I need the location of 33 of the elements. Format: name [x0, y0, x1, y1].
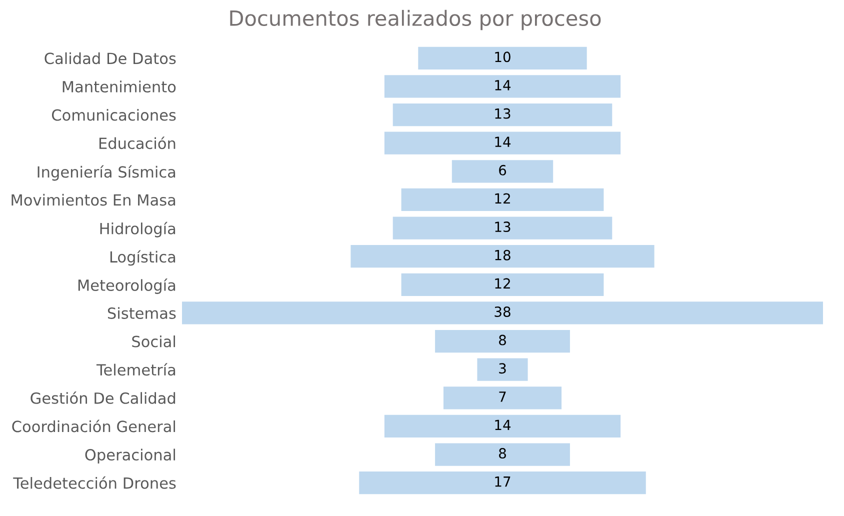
category-label: Sistemas — [108, 307, 176, 319]
text: Documentos realizados por proceso — [230, 10, 601, 30]
category-label: Coordinación General — [12, 420, 176, 432]
category-label: Educación — [99, 136, 176, 150]
category-label: Teledetección Drones — [13, 476, 176, 489]
data-label: 14 — [495, 80, 511, 90]
data-label: 17 — [495, 476, 510, 487]
data-label: 14 — [495, 136, 511, 147]
data-label: 38 — [494, 306, 510, 317]
data-label: 8 — [499, 448, 506, 459]
category-label: Social — [132, 335, 176, 348]
category-label: Hidrología — [100, 222, 176, 238]
data-label: 12 — [495, 278, 510, 288]
category-label: Mantenimiento — [62, 80, 176, 92]
category-label: Ingeniería Sísmica — [38, 165, 176, 181]
data-label: 6 — [499, 164, 506, 176]
category-label: Calidad De Datos — [44, 52, 176, 64]
category-label: Telemetría — [96, 363, 176, 376]
data-label: 10 — [495, 52, 510, 62]
category-label: Movimientos En Masa — [12, 194, 176, 206]
data-label: 13 — [495, 108, 510, 119]
data-label: 13 — [495, 222, 510, 232]
data-label: 18 — [495, 250, 510, 260]
data-label: 7 — [499, 392, 506, 402]
category-label: Gestión De Calidad — [30, 391, 176, 404]
category-label: Operacional — [85, 448, 176, 464]
category-label: Logística — [110, 250, 176, 266]
data-label: 8 — [499, 334, 506, 346]
data-label: 12 — [495, 193, 510, 204]
data-label: 3 — [499, 363, 506, 374]
category-label: Comunicaciones — [52, 108, 176, 121]
data-label: 14 — [495, 420, 511, 430]
category-label: Meteorología — [78, 278, 176, 294]
